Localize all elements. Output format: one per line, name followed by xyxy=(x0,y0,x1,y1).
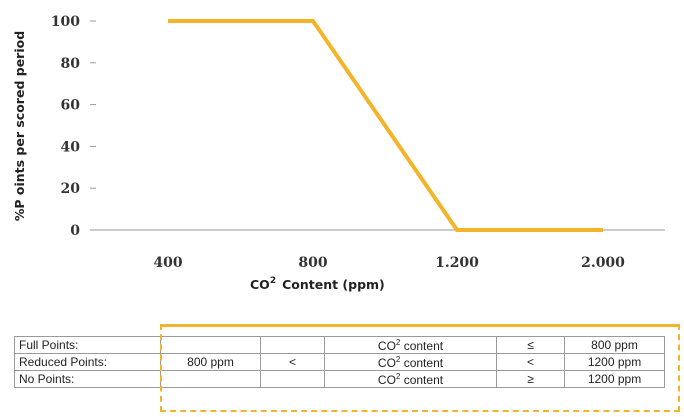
table-row: Reduced Points: 800 ppm < CO2 content <1200 … xyxy=(14,353,665,371)
table-row: No Points: CO2 content ≥1200 ppm xyxy=(14,370,665,388)
upper-operator: ≤ xyxy=(496,336,565,354)
co2-content-cell: CO2 content xyxy=(324,336,497,354)
y-tick-label: 60 xyxy=(61,98,81,114)
lower-operator xyxy=(260,370,325,388)
upper-operator: ≥ xyxy=(496,370,565,388)
upper-bound: 800 ppm xyxy=(564,336,665,354)
points-table: Full Points: CO2 content ≤800 ppm Reduced P… xyxy=(14,336,665,388)
chart: 0 20 40 60 80 100 400 800 1.200 2.000 %P oints p… xyxy=(12,14,665,292)
x-axis-title: CO2 Content (ppm) xyxy=(250,276,385,292)
upper-bound: 1200 ppm xyxy=(564,370,665,388)
row-label: Reduced Points: xyxy=(14,353,161,371)
series-group xyxy=(168,19,603,232)
lower-operator xyxy=(260,336,325,354)
y-tick-label: 0 xyxy=(70,223,80,239)
lower-bound: 800 ppm xyxy=(160,353,261,371)
y-tick-label: 80 xyxy=(61,56,81,72)
lower-bound xyxy=(160,370,261,388)
lower-bound xyxy=(160,336,261,354)
table-row: Full Points: CO2 content ≤800 ppm xyxy=(14,336,665,354)
lower-operator: < xyxy=(260,353,325,371)
y-axis-ticks: 0 20 40 60 80 100 xyxy=(51,14,96,239)
y-axis-title: %P oints per scored period xyxy=(12,31,27,221)
series-line xyxy=(168,19,603,232)
x-tick-label: 400 xyxy=(153,255,182,271)
row-label: No Points: xyxy=(14,370,161,388)
x-tick-label: 1.200 xyxy=(435,255,479,271)
row-label: Full Points: xyxy=(14,336,161,354)
co2-content-cell: CO2 content xyxy=(324,370,497,388)
y-tick-label: 40 xyxy=(61,139,81,155)
x-tick-label: 2.000 xyxy=(581,255,625,271)
highlight-frame-top xyxy=(160,324,680,327)
y-tick-label: 20 xyxy=(61,181,81,197)
upper-operator: < xyxy=(496,353,565,371)
y-tick-label: 100 xyxy=(51,14,80,30)
x-tick-label: 800 xyxy=(298,255,327,271)
upper-bound: 1200 ppm xyxy=(564,353,665,371)
x-axis-ticks: 400 800 1.200 2.000 xyxy=(153,255,625,271)
co2-content-cell: CO2 content xyxy=(324,353,497,371)
